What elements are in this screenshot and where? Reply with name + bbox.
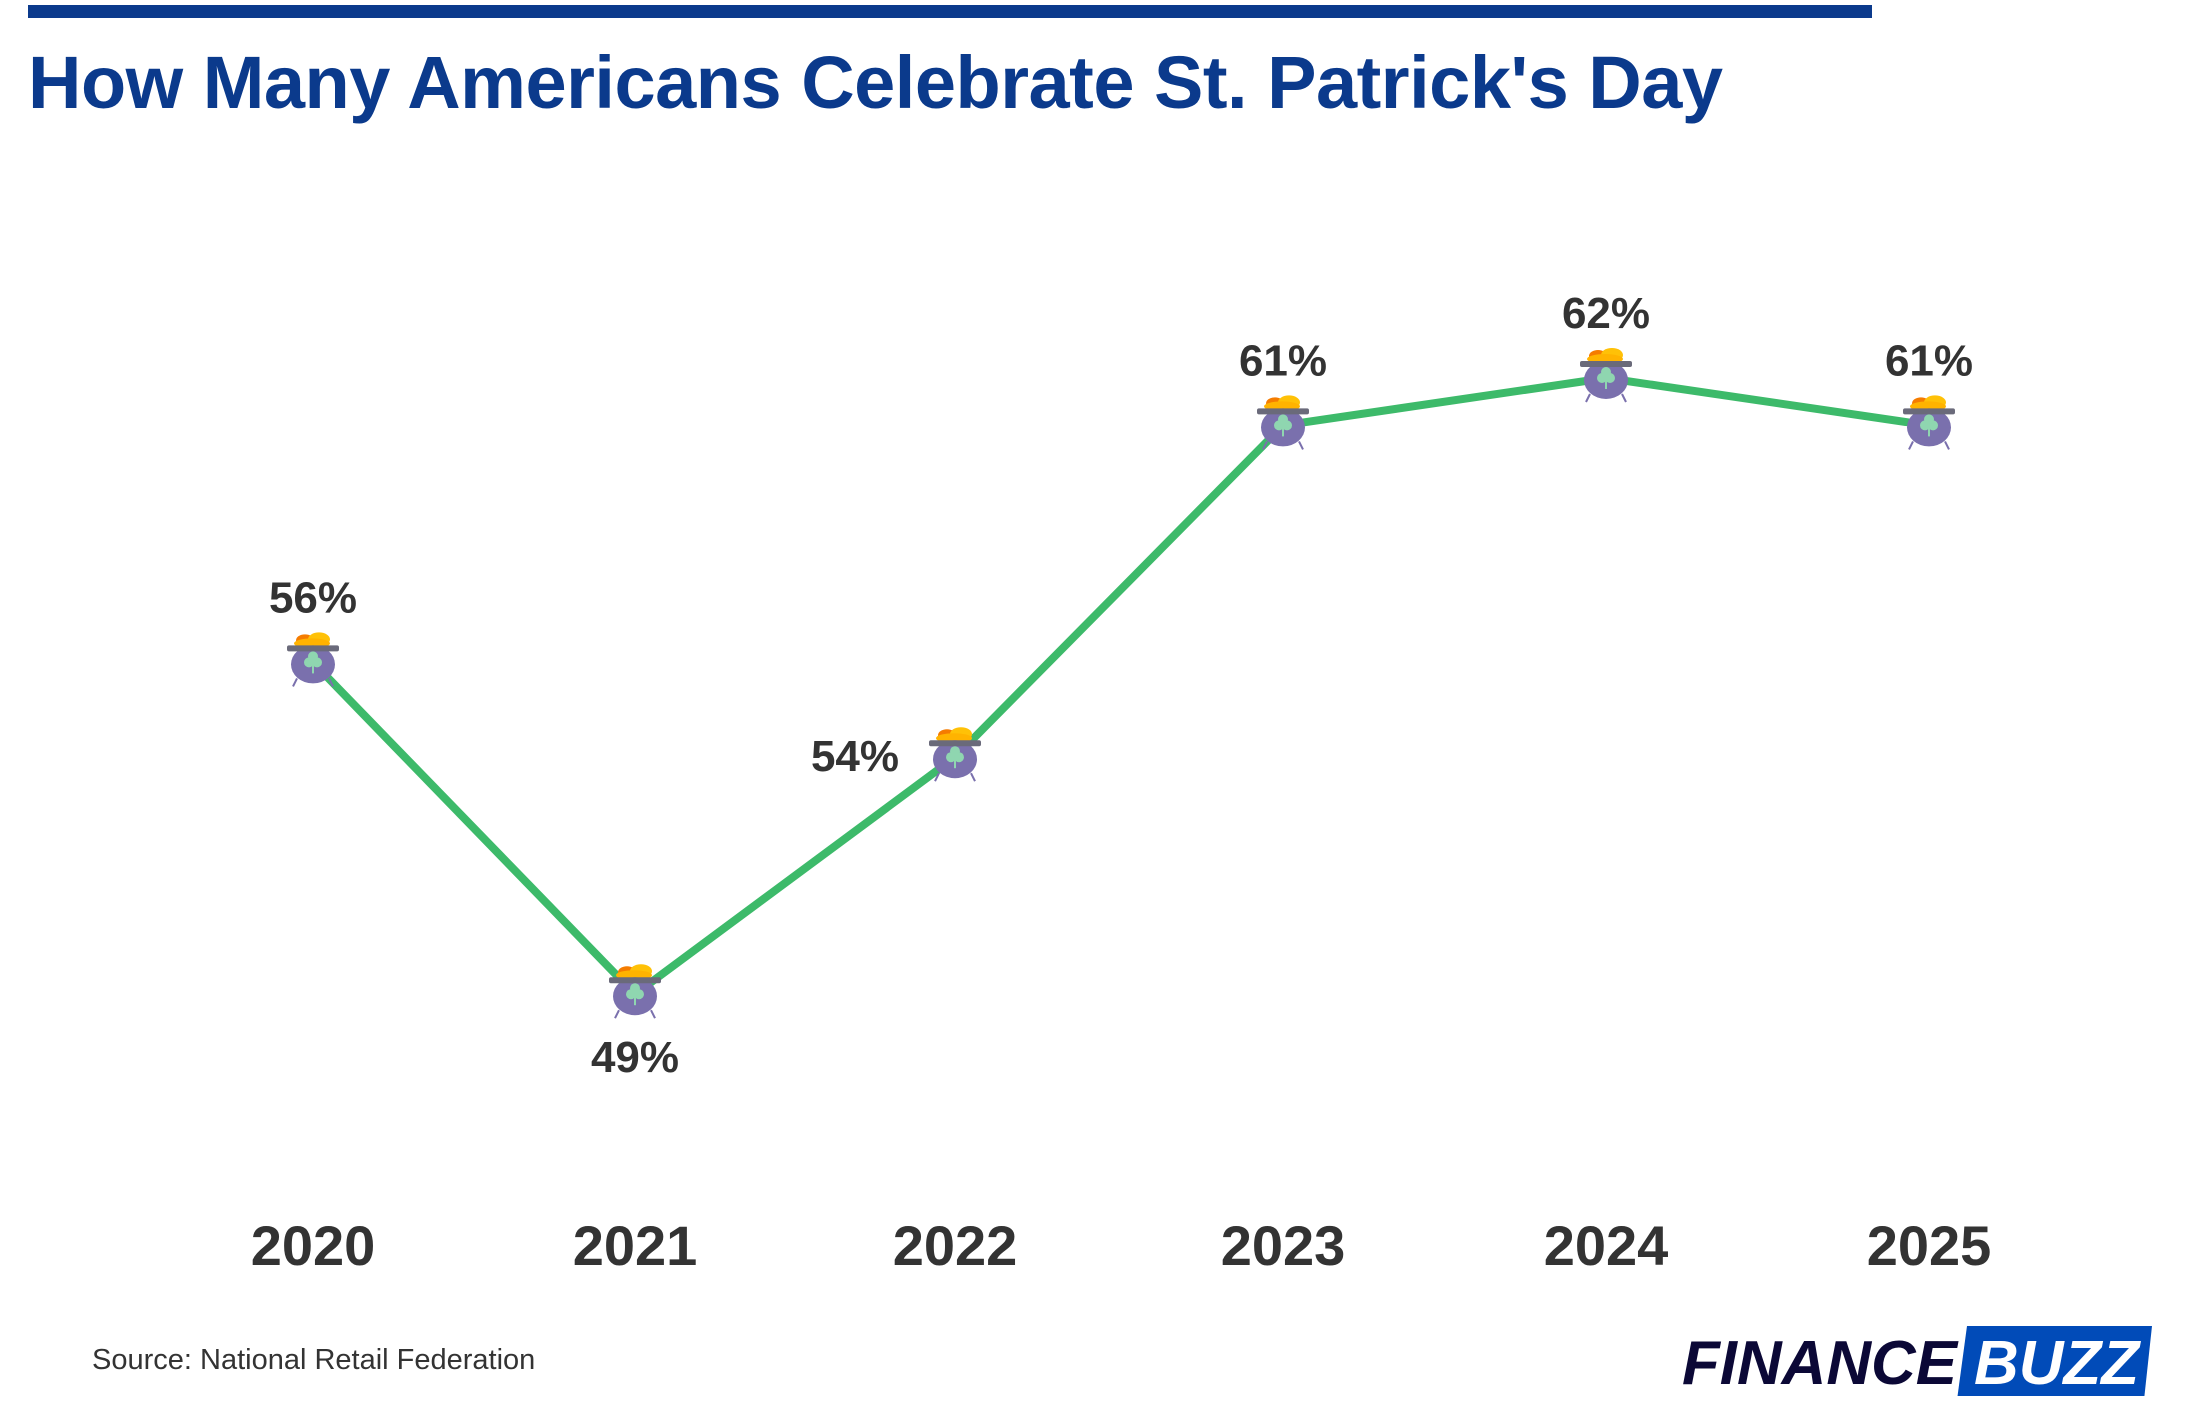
shamrock-leaf [1601,367,1611,377]
x-tick-label: 2021 [573,1214,698,1277]
x-tick-label: 2024 [1544,1214,1669,1277]
x-tick-label: 2022 [893,1214,1018,1277]
pot-rim [1257,408,1309,415]
shamrock-leaf [1924,414,1934,425]
source-note: Source: National Retail Federation [92,1344,536,1376]
data-label: 49% [591,1033,679,1082]
pot-leg [1908,440,1914,450]
pot-of-gold-marker [287,632,339,687]
pot-of-gold-marker [1580,348,1632,403]
data-label: 61% [1239,336,1327,385]
pot-of-gold-marker [1257,395,1309,450]
financebuzz-logo: FINANCE BUZZ [1682,1326,2152,1396]
pot-leg [934,772,940,782]
data-label: 62% [1562,289,1650,338]
x-tick-label: 2023 [1221,1214,1346,1277]
pot-leg [1944,440,1950,450]
pot-leg [1298,440,1304,450]
pot-leg [328,677,334,687]
pot-of-gold-marker [929,727,981,782]
shamrock-leaf [950,746,960,757]
pot-leg [1262,440,1268,450]
data-label: 54% [811,732,899,781]
series-line [309,374,1933,999]
shamrock-leaf [630,983,640,994]
data-label: 56% [269,573,357,622]
x-tick-label: 2020 [251,1214,376,1277]
pot-leg [1585,393,1591,403]
pot-rim [1903,408,1955,415]
pot-leg [1621,393,1627,403]
data-label: 61% [1885,336,1973,385]
pot-leg [970,772,976,782]
pot-leg [614,1009,620,1019]
pot-of-gold-marker [1903,395,1955,450]
x-tick-label: 2025 [1867,1214,1992,1277]
logo-text-finance: FINANCE [1682,1329,1959,1396]
shamrock-leaf [1278,414,1288,425]
pot-leg [650,1009,656,1019]
pot-rim [287,645,339,652]
shamrock-leaf [308,651,318,662]
top-rule [28,5,1872,18]
pot-of-gold-marker [609,964,661,1019]
pot-leg [292,677,298,687]
chart-title: How Many Americans Celebrate St. Patrick… [28,41,1723,124]
pot-rim [1580,361,1632,367]
logo-badge [1957,1326,2152,1396]
pot-rim [929,740,981,747]
pot-rim [609,977,661,984]
logo-text-buzz: BUZZ [1974,1329,2141,1396]
